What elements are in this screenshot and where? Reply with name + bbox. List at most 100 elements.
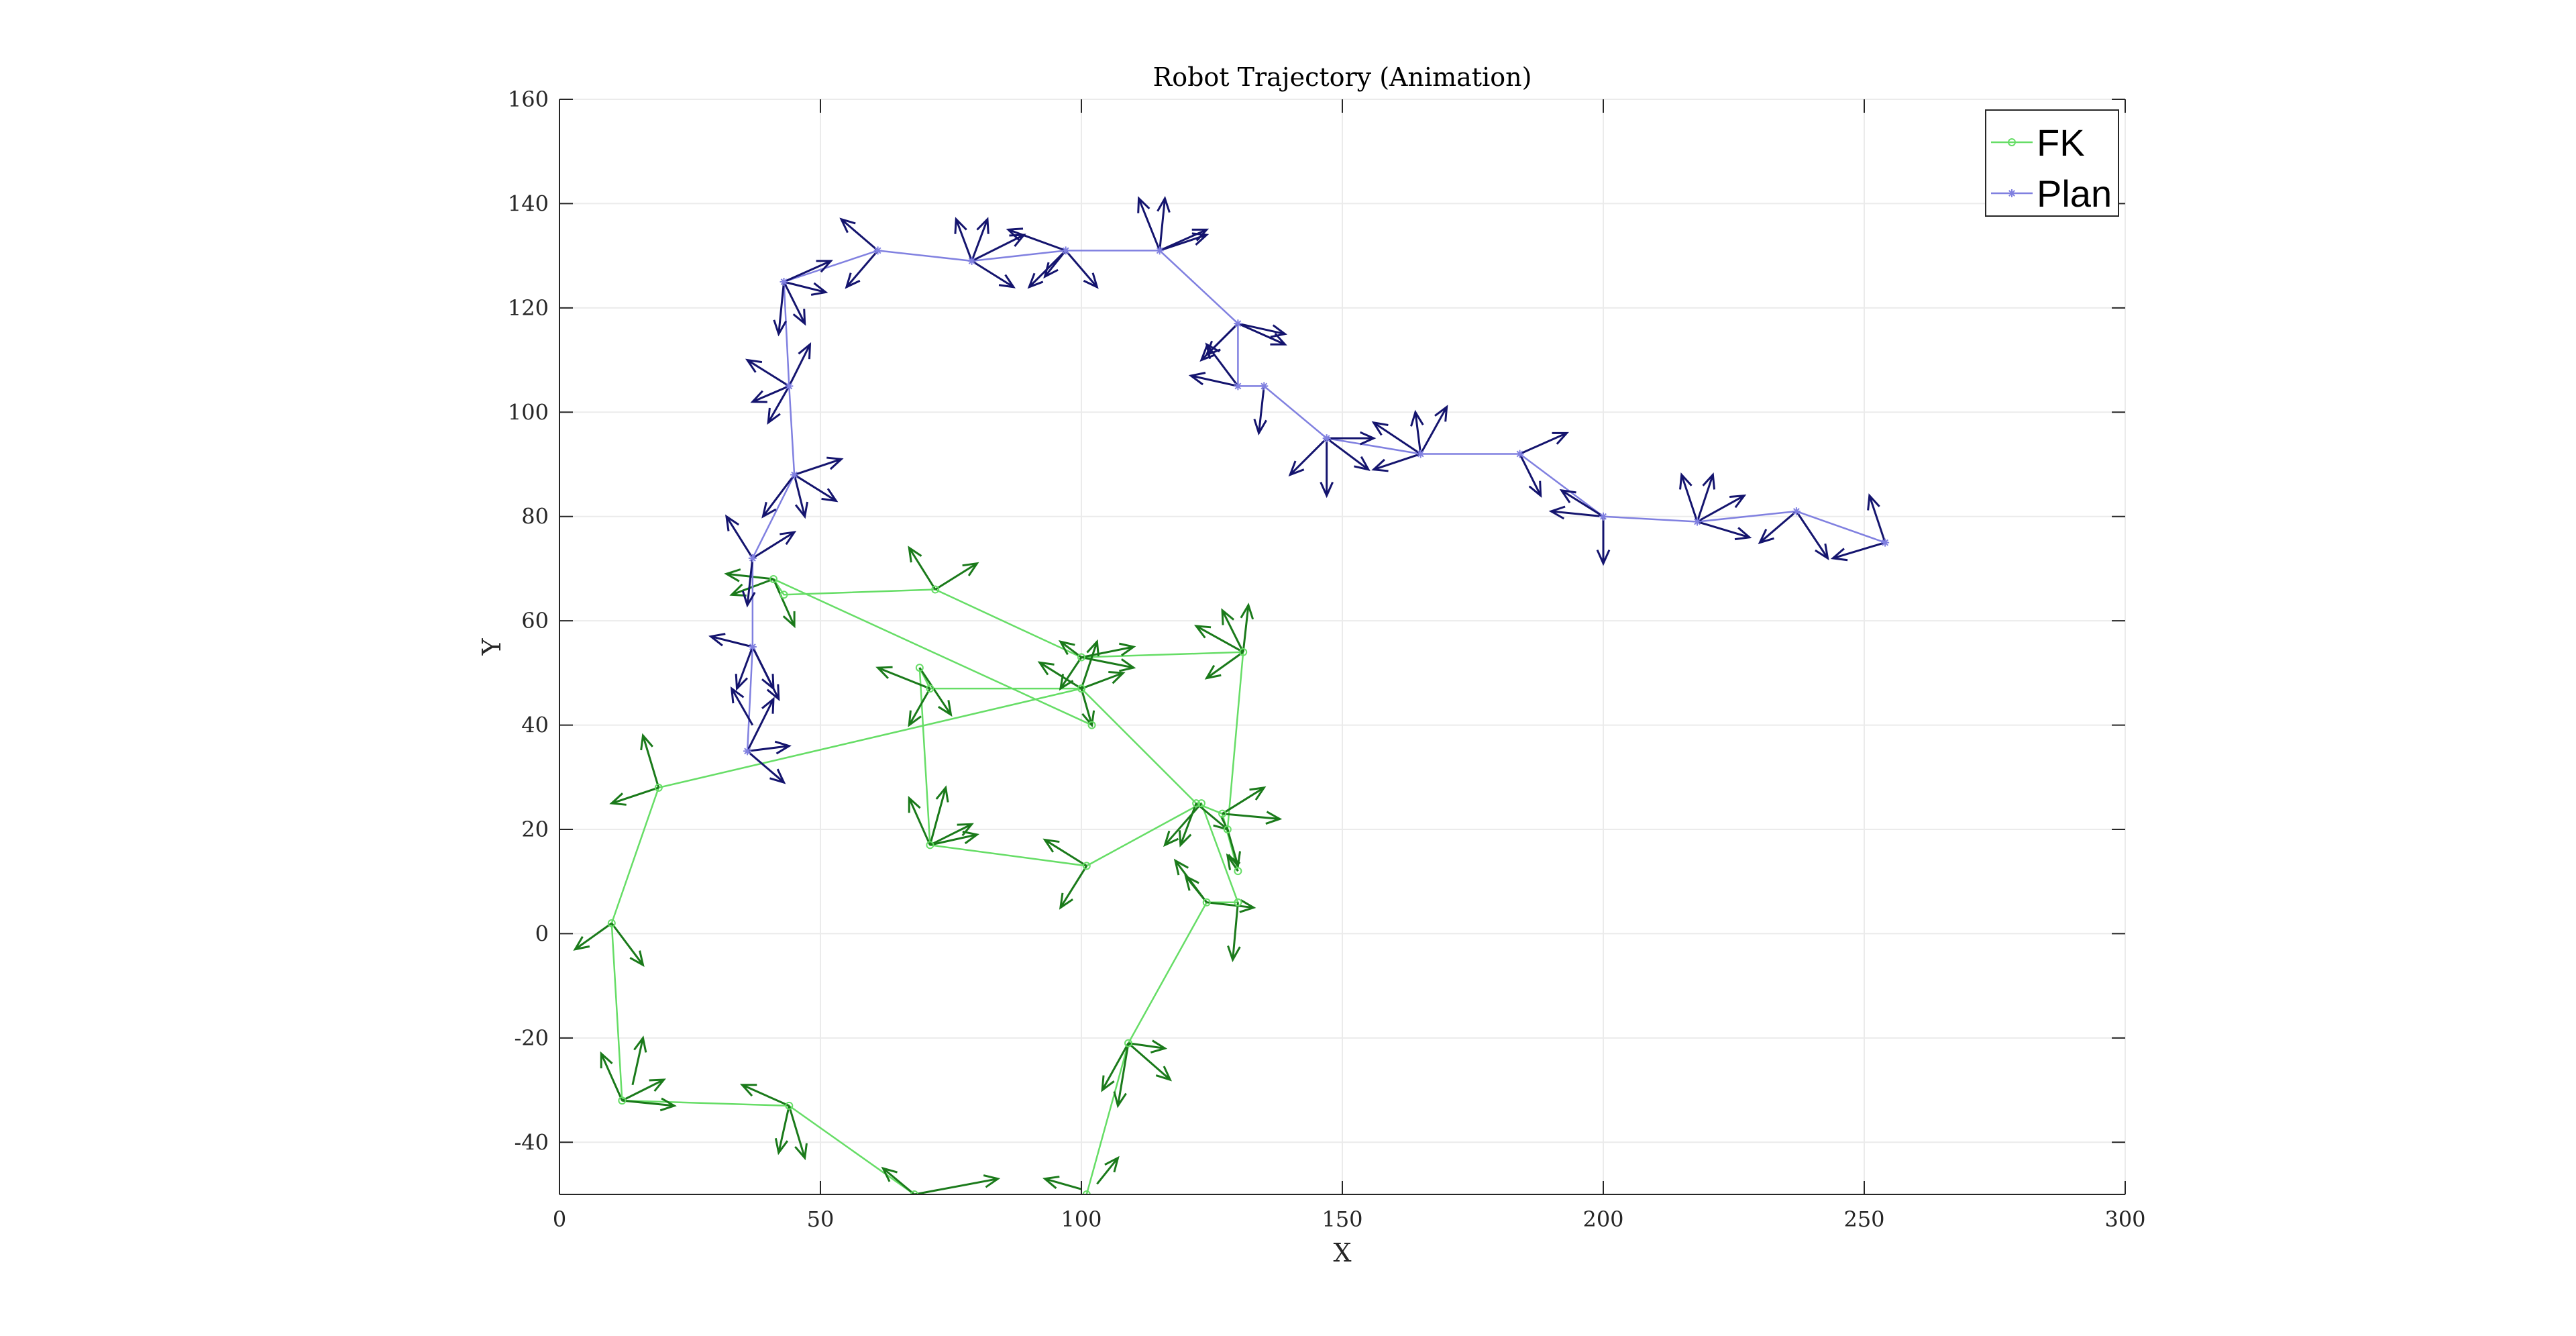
point-marker bbox=[1239, 648, 1248, 656]
point-marker bbox=[873, 246, 882, 255]
x-tick-label: 50 bbox=[807, 1206, 835, 1232]
point-marker bbox=[931, 585, 940, 594]
orientation-arrow bbox=[783, 260, 833, 283]
x-tick-label: 250 bbox=[1843, 1206, 1884, 1232]
legend-label: Plan bbox=[2037, 172, 2112, 215]
legend-entry-fk: FK bbox=[1991, 121, 2085, 164]
orientation-arrow bbox=[908, 546, 936, 590]
point-marker bbox=[1234, 898, 1242, 907]
point-marker bbox=[926, 684, 934, 693]
orientation-arrow bbox=[730, 686, 754, 726]
orientation-arrow bbox=[1157, 195, 1171, 251]
orientation-arrow bbox=[761, 474, 796, 519]
point-marker bbox=[1416, 450, 1425, 458]
orientation-arrow bbox=[1867, 493, 1886, 544]
point-marker bbox=[1881, 538, 1890, 547]
legend-box bbox=[1985, 109, 2119, 217]
orientation-arrow bbox=[747, 750, 786, 784]
orientation-arrow bbox=[928, 785, 949, 845]
legend-label: FK bbox=[2037, 121, 2085, 164]
point-marker bbox=[1792, 507, 1801, 515]
point-marker bbox=[654, 783, 663, 792]
orientation-arrow bbox=[788, 1105, 808, 1161]
y-tick-label: 40 bbox=[521, 713, 549, 738]
orientation-arrow bbox=[1559, 489, 1604, 517]
point-marker bbox=[1693, 517, 1702, 526]
legend-marker bbox=[2008, 189, 2016, 197]
point-marker bbox=[785, 382, 794, 391]
orientation-arrow bbox=[1080, 688, 1095, 728]
orientation-arrow bbox=[1410, 409, 1424, 454]
point-marker bbox=[1192, 799, 1201, 808]
point-marker bbox=[1077, 684, 1085, 693]
y-tick-label: 120 bbox=[508, 295, 549, 321]
orientation-arrow bbox=[1758, 510, 1797, 544]
orientation-arrow bbox=[622, 1097, 677, 1112]
orientation-arrow bbox=[751, 646, 775, 691]
orientation-arrow bbox=[1081, 642, 1136, 659]
point-marker bbox=[1260, 382, 1269, 391]
orientation-arrow bbox=[1238, 322, 1288, 338]
orientation-arrow bbox=[930, 830, 979, 846]
orientation-arrow bbox=[610, 922, 645, 967]
series-line bbox=[746, 250, 1886, 752]
orientation-arrow bbox=[746, 697, 775, 752]
orientation-arrow bbox=[1795, 511, 1829, 560]
orientation-arrow bbox=[1326, 431, 1377, 446]
orientation-arrow bbox=[1059, 656, 1083, 691]
x-axis-label: X bbox=[1333, 1238, 1351, 1268]
point-marker bbox=[1155, 246, 1164, 255]
orientation-arrow bbox=[1237, 322, 1287, 346]
orientation-arrow bbox=[1227, 902, 1241, 962]
orientation-arrow bbox=[745, 358, 790, 387]
point-marker bbox=[618, 1096, 627, 1105]
orientation-arrow bbox=[1320, 438, 1334, 499]
orientation-arrow bbox=[1222, 811, 1283, 825]
orientation-arrow bbox=[1205, 342, 1239, 387]
orientation-arrow bbox=[794, 456, 844, 476]
orientation-arrow bbox=[1696, 472, 1716, 522]
orientation-arrow bbox=[1188, 372, 1238, 387]
point-marker bbox=[1234, 382, 1242, 391]
y-axis-label: Y bbox=[477, 638, 506, 656]
series-plan bbox=[708, 195, 1890, 784]
point-marker bbox=[1061, 246, 1070, 255]
orientation-arrow bbox=[747, 740, 792, 755]
orientation-arrow bbox=[735, 646, 754, 691]
point-marker bbox=[1234, 867, 1242, 876]
point-marker bbox=[743, 747, 752, 756]
point-marker bbox=[1124, 1039, 1133, 1047]
orientation-arrow bbox=[1137, 196, 1161, 251]
orientation-arrow bbox=[1519, 431, 1569, 455]
point-marker bbox=[1197, 799, 1205, 808]
orientation-arrow bbox=[839, 217, 879, 252]
point-marker bbox=[1599, 512, 1607, 521]
orientation-arrow bbox=[1128, 1042, 1173, 1082]
y-tick-label: 20 bbox=[521, 817, 549, 842]
orientation-arrow bbox=[1042, 838, 1087, 867]
orientation-arrow bbox=[1042, 1176, 1082, 1190]
y-tick-label: 0 bbox=[535, 921, 549, 946]
orientation-arrow bbox=[1697, 521, 1752, 541]
orientation-arrow bbox=[1830, 542, 1886, 562]
y-tick-label: 140 bbox=[508, 191, 549, 216]
legend-marker bbox=[2008, 138, 2016, 146]
orientation-arrow bbox=[1519, 453, 1542, 498]
orientation-arrow bbox=[914, 1174, 1001, 1194]
orientation-arrow bbox=[767, 385, 790, 425]
orientation-arrow bbox=[1221, 608, 1244, 653]
orientation-arrow bbox=[1128, 1039, 1168, 1054]
point-marker bbox=[1218, 809, 1227, 818]
orientation-arrow bbox=[793, 474, 808, 519]
grid-lines bbox=[559, 99, 2126, 1194]
point-marker bbox=[1322, 434, 1331, 443]
orientation-arrow bbox=[1697, 494, 1747, 523]
orientation-arrow bbox=[908, 796, 931, 845]
point-marker bbox=[780, 590, 788, 599]
orientation-arrow bbox=[1081, 671, 1126, 690]
point-marker bbox=[769, 574, 777, 583]
point-marker bbox=[1234, 319, 1242, 328]
orientation-arrow bbox=[788, 342, 812, 387]
orientation-arrow bbox=[1206, 899, 1256, 913]
